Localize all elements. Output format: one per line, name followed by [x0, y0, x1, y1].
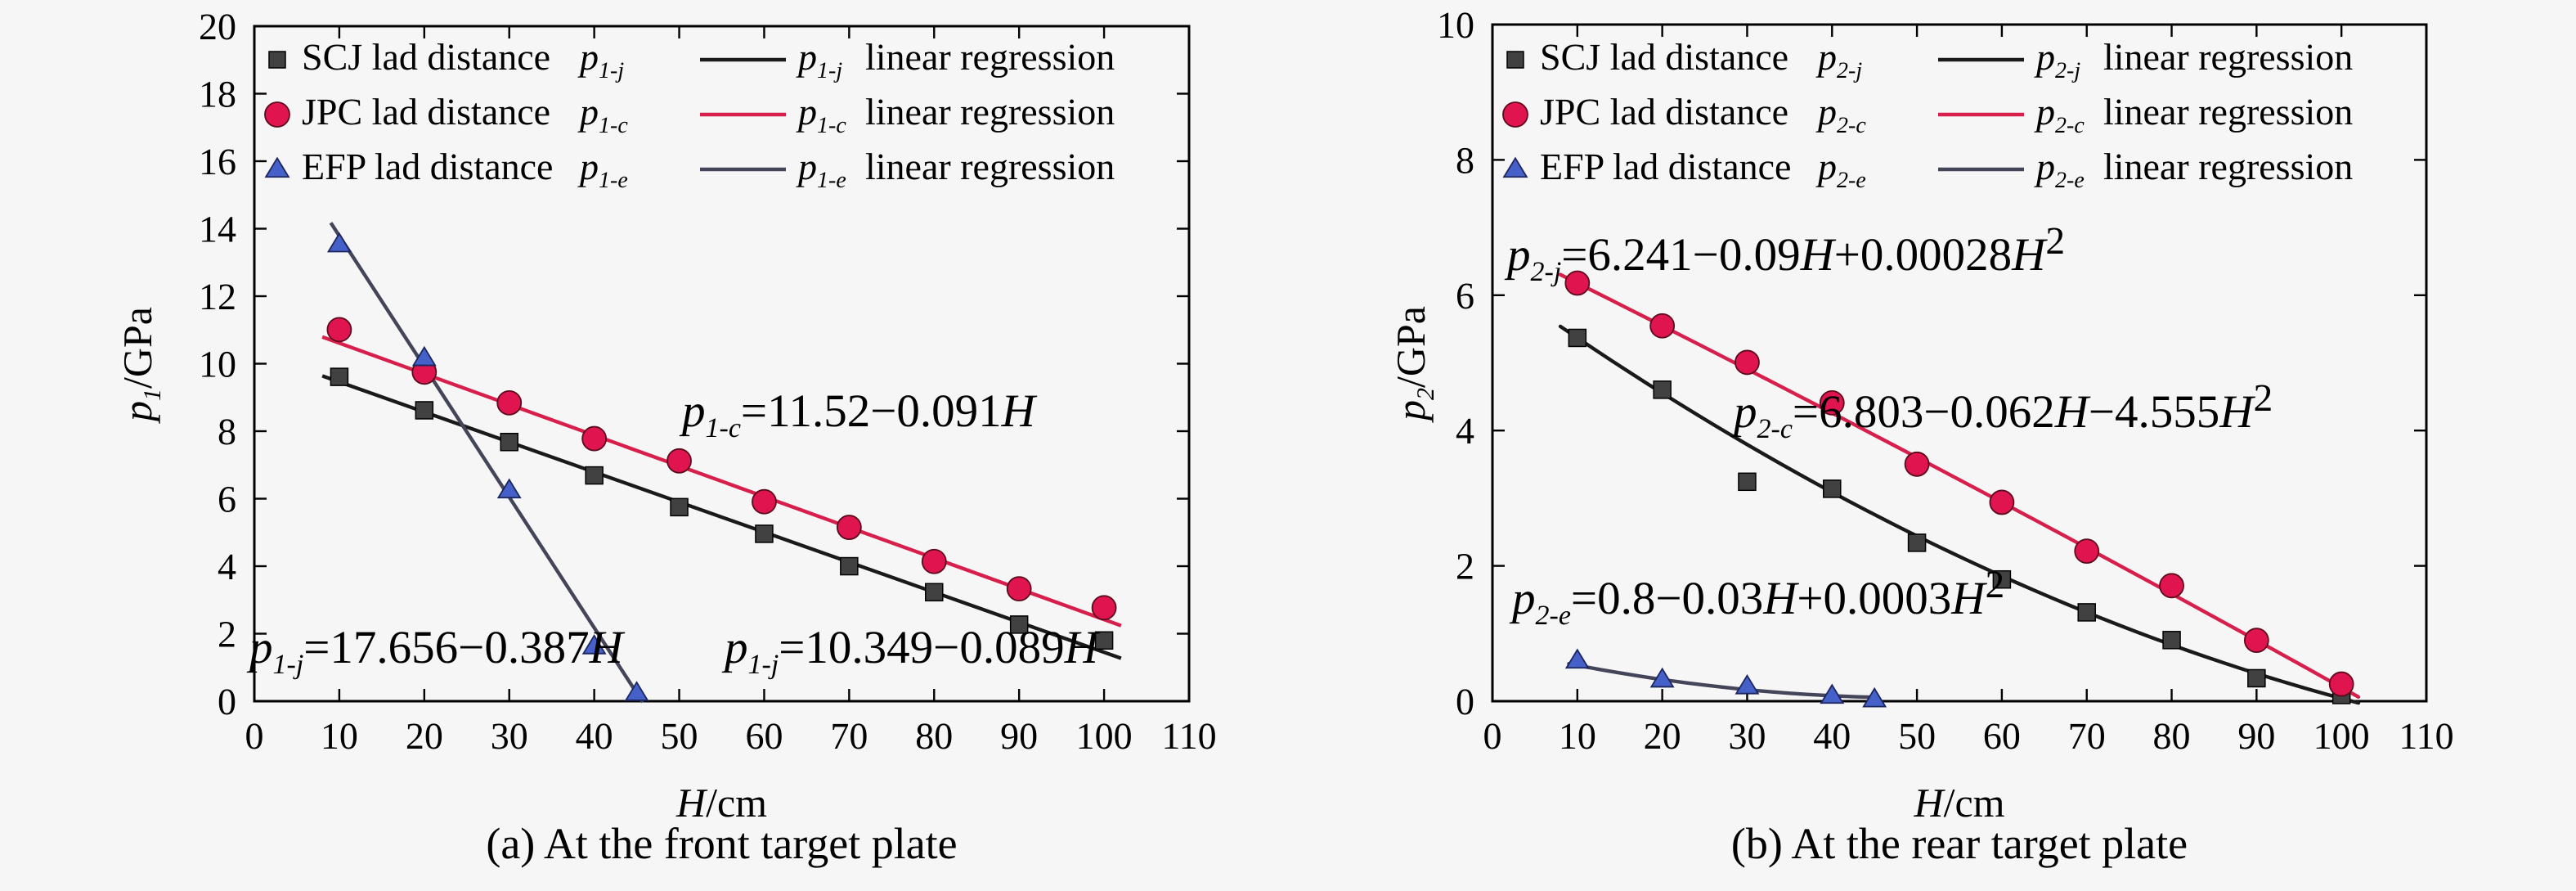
svg-text:4: 4	[1456, 410, 1474, 452]
svg-text:110: 110	[1161, 715, 1216, 757]
svg-text:0: 0	[218, 681, 236, 722]
svg-text:80: 80	[915, 715, 953, 757]
svg-text:30: 30	[491, 715, 528, 757]
svg-text:0: 0	[1456, 681, 1474, 722]
svg-text:8: 8	[218, 411, 236, 452]
svg-text:8: 8	[1456, 139, 1474, 181]
svg-text:4: 4	[218, 546, 236, 587]
svg-text:20: 20	[199, 6, 236, 47]
svg-text:70: 70	[830, 715, 868, 757]
svg-text:90: 90	[1000, 715, 1038, 757]
svg-text:60: 60	[1983, 715, 2021, 757]
svg-text:16: 16	[199, 141, 236, 182]
svg-text:10: 10	[1559, 715, 1596, 757]
svg-text:12: 12	[199, 276, 236, 317]
svg-text:100: 100	[2313, 715, 2370, 757]
svg-text:10: 10	[199, 344, 236, 385]
svg-text:110: 110	[2399, 715, 2453, 757]
svg-text:2: 2	[218, 614, 236, 655]
svg-text:70: 70	[2068, 715, 2106, 757]
svg-text:0: 0	[245, 715, 264, 757]
svg-text:100: 100	[1076, 715, 1133, 757]
svg-text:80: 80	[2153, 715, 2191, 757]
svg-text:0: 0	[1483, 715, 1502, 757]
svg-text:6: 6	[218, 479, 236, 520]
svg-text:90: 90	[2237, 715, 2275, 757]
svg-text:60: 60	[745, 715, 783, 757]
svg-text:30: 30	[1728, 715, 1766, 757]
svg-text:10: 10	[1437, 4, 1474, 46]
svg-text:14: 14	[199, 209, 236, 250]
svg-text:18: 18	[199, 74, 236, 115]
svg-text:20: 20	[1644, 715, 1681, 757]
svg-text:40: 40	[576, 715, 613, 757]
svg-text:40: 40	[1813, 715, 1851, 757]
svg-text:10: 10	[321, 715, 358, 757]
svg-text:50: 50	[661, 715, 698, 757]
svg-text:20: 20	[406, 715, 443, 757]
svg-text:2: 2	[1456, 546, 1474, 587]
svg-text:6: 6	[1456, 275, 1474, 317]
svg-text:50: 50	[1898, 715, 1936, 757]
